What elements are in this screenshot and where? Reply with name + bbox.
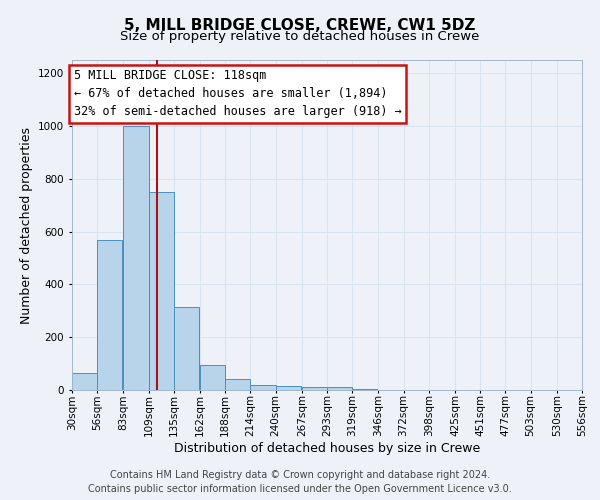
X-axis label: Distribution of detached houses by size in Crewe: Distribution of detached houses by size … xyxy=(174,442,480,455)
Bar xyxy=(200,365,225,390)
Bar xyxy=(124,126,149,390)
Bar xyxy=(149,192,174,390)
Bar xyxy=(275,386,301,390)
Bar xyxy=(174,307,199,390)
Text: 5, MILL BRIDGE CLOSE, CREWE, CW1 5DZ: 5, MILL BRIDGE CLOSE, CREWE, CW1 5DZ xyxy=(124,18,476,32)
Bar xyxy=(327,388,352,390)
Bar xyxy=(250,384,275,390)
Bar xyxy=(72,373,97,390)
Text: Contains HM Land Registry data © Crown copyright and database right 2024.
Contai: Contains HM Land Registry data © Crown c… xyxy=(88,470,512,494)
Bar xyxy=(352,388,377,390)
Y-axis label: Number of detached properties: Number of detached properties xyxy=(20,126,32,324)
Bar xyxy=(302,388,327,390)
Bar xyxy=(225,380,250,390)
Bar xyxy=(97,240,122,390)
Text: Size of property relative to detached houses in Crewe: Size of property relative to detached ho… xyxy=(121,30,479,43)
Text: 5 MILL BRIDGE CLOSE: 118sqm
← 67% of detached houses are smaller (1,894)
32% of : 5 MILL BRIDGE CLOSE: 118sqm ← 67% of det… xyxy=(74,69,401,118)
